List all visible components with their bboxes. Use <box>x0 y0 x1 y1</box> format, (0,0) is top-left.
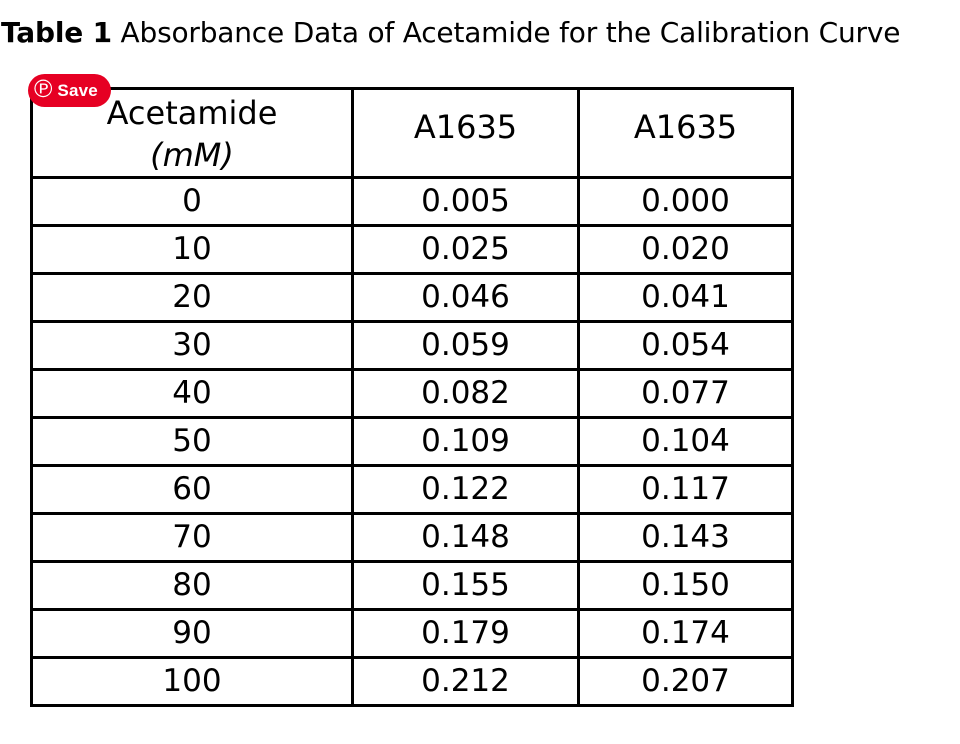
table-cell: 0.005 <box>351 176 580 227</box>
table-cell: 10 <box>30 224 354 275</box>
table-cell: 0.046 <box>351 272 580 323</box>
column-header-acetamide-unit: (mM) <box>150 136 234 174</box>
table-cell: 0 <box>30 176 354 227</box>
table-cell: 0.109 <box>351 416 580 467</box>
table-cell: 0.077 <box>577 368 794 419</box>
table-cell: 0.082 <box>351 368 580 419</box>
table-row: 70 0.148 0.143 <box>30 512 794 563</box>
pinterest-logo-icon: ℗ <box>34 75 53 103</box>
table-caption: Absorbance Data of Acetamide for the Cal… <box>111 16 901 49</box>
table-cell: 20 <box>30 272 354 323</box>
table-cell: 0.041 <box>577 272 794 323</box>
table-cell: 0.122 <box>351 464 580 515</box>
table-cell: 0.155 <box>351 560 580 611</box>
table-row: 30 0.059 0.054 <box>30 320 794 371</box>
page-title: Table 1 Absorbance Data of Acetamide for… <box>1 16 900 49</box>
pinterest-save-label: Save <box>57 81 98 100</box>
table-body: 0 0.005 0.000 10 0.025 0.020 20 0.046 0.041 30 0.0… <box>30 176 794 707</box>
table-cell: 0.212 <box>351 656 580 707</box>
table-row: 100 0.212 0.207 <box>30 656 794 707</box>
column-header-a1635-2: A1635 <box>577 87 794 179</box>
table-cell: 0.174 <box>577 608 794 659</box>
column-header-a1635-1: A1635 <box>351 87 580 179</box>
table-cell: 0.150 <box>577 560 794 611</box>
table-cell: 50 <box>30 416 354 467</box>
table-cell: 0.020 <box>577 224 794 275</box>
table-number-label: Table 1 <box>1 16 112 49</box>
table-cell: 40 <box>30 368 354 419</box>
table-row: 80 0.155 0.150 <box>30 560 794 611</box>
pinterest-save-button[interactable]: ℗ Save <box>28 74 111 107</box>
table-row: 90 0.179 0.174 <box>30 608 794 659</box>
table-cell: 0.059 <box>351 320 580 371</box>
table-row: 10 0.025 0.020 <box>30 224 794 275</box>
table-cell: 0.179 <box>351 608 580 659</box>
table-cell: 0.054 <box>577 320 794 371</box>
table-cell: 0.117 <box>577 464 794 515</box>
table-cell: 0.143 <box>577 512 794 563</box>
column-header-acetamide-name: Acetamide <box>106 94 278 132</box>
table-cell: 0.104 <box>577 416 794 467</box>
table-row: 40 0.082 0.077 <box>30 368 794 419</box>
table-cell: 70 <box>30 512 354 563</box>
table-cell: 80 <box>30 560 354 611</box>
table-cell: 30 <box>30 320 354 371</box>
table-row: 60 0.122 0.117 <box>30 464 794 515</box>
table-cell: 0.025 <box>351 224 580 275</box>
table-row: 0 0.005 0.000 <box>30 176 794 227</box>
header-row: Acetamide (mM) A1635 A1635 <box>30 87 794 179</box>
table-cell: 100 <box>30 656 354 707</box>
table-cell: 90 <box>30 608 354 659</box>
table-cell: 0.148 <box>351 512 580 563</box>
table-cell: 0.000 <box>577 176 794 227</box>
table-cell: 0.207 <box>577 656 794 707</box>
table-row: 50 0.109 0.104 <box>30 416 794 467</box>
table-row: 20 0.046 0.041 <box>30 272 794 323</box>
table-cell: 60 <box>30 464 354 515</box>
absorbance-table: Acetamide (mM) A1635 A1635 0 0.005 0.000 10… <box>30 87 794 707</box>
column-header-acetamide: Acetamide (mM) <box>30 87 354 179</box>
